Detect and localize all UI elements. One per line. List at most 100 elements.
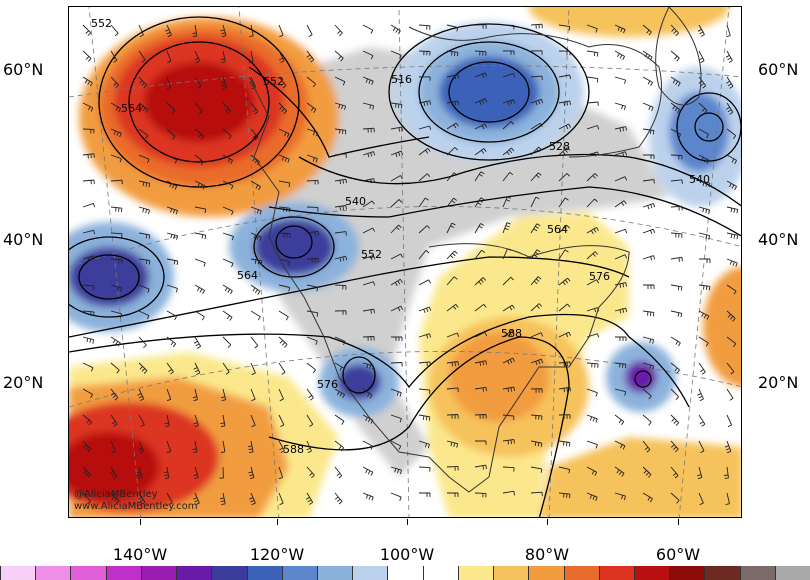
wind-barb: [558, 466, 571, 474]
wind-barb: [166, 76, 172, 90]
wind-barb: [220, 76, 228, 90]
wind-barb: [110, 102, 121, 113]
wind-barb: [586, 362, 599, 368]
wind-barb: [390, 175, 403, 182]
wind-barb: [697, 388, 704, 402]
wind-barb: [558, 440, 571, 447]
contour-label: 516: [391, 73, 412, 86]
longitude-label: 120°W: [249, 545, 305, 564]
wind-barb: [193, 414, 199, 428]
wind-barb: [82, 414, 92, 426]
wind-barb: [306, 230, 319, 236]
wind-barb: [82, 440, 91, 453]
wind-barb: [138, 336, 147, 349]
wind-barb: [642, 388, 652, 400]
wind-barb: [306, 336, 318, 345]
wind-barb: [82, 179, 95, 185]
colorbar-swatch: [457, 566, 494, 580]
wind-barb: [446, 332, 460, 338]
wind-barb: [362, 50, 374, 60]
wind-barb: [334, 205, 347, 211]
wind-barb: [530, 466, 543, 473]
wind-barb: [670, 102, 681, 114]
wind-barb: [530, 491, 543, 497]
colorbar-swatch: [598, 566, 634, 580]
wind-barb: [615, 336, 627, 341]
wind-barb: [502, 357, 516, 365]
colorbar-swatch: [35, 566, 71, 580]
wind-barb: [530, 332, 544, 338]
axis-tick: [140, 519, 141, 525]
wind-barb: [250, 258, 263, 265]
wind-barb: [530, 146, 542, 156]
wind-barb: [194, 232, 207, 240]
wind-barb: [586, 279, 599, 286]
wind-barb: [558, 414, 571, 419]
wind-barb: [390, 362, 403, 367]
wind-barb: [614, 362, 627, 369]
wind-barb: [222, 258, 234, 268]
wind-barb: [249, 50, 254, 63]
wind-barb: [278, 336, 288, 348]
wind-barb: [193, 336, 202, 349]
wind-barb: [250, 414, 256, 428]
wind-barb: [220, 24, 227, 38]
credit-handle: @AliciaMBentley: [74, 489, 158, 500]
wind-barb: [306, 50, 315, 63]
wind-barb: [474, 50, 487, 56]
wind-barb: [166, 128, 176, 140]
wind-barb: [334, 102, 347, 110]
wind-barb: [418, 197, 429, 208]
wind-barb: [250, 128, 259, 141]
wind-barb: [474, 492, 487, 498]
wind-barb: [474, 98, 488, 105]
wind-barb: [334, 231, 347, 236]
wind-barb: [698, 440, 705, 454]
wind-barb: [362, 102, 375, 110]
wind-barb: [558, 100, 572, 107]
wind-barb: [698, 128, 709, 139]
wind-barb: [558, 303, 571, 312]
latitude-label-left: 60°N: [3, 60, 44, 79]
wind-barb: [670, 76, 681, 87]
wind-barb: [334, 76, 346, 86]
wind-barb: [530, 196, 540, 208]
wind-barb: [530, 122, 543, 130]
wind-barb: [278, 154, 290, 163]
wind-barb: [530, 223, 541, 234]
wind-barb: [724, 440, 732, 454]
wind-barb: [698, 310, 710, 320]
wind-barb: [138, 232, 151, 239]
axis-tick: [277, 519, 278, 525]
wind-barb: [138, 128, 149, 139]
wind-barb: [614, 200, 627, 208]
wind-barb: [726, 102, 734, 115]
wind-barb: [418, 492, 431, 497]
wind-barb: [418, 333, 432, 339]
wind-barb: [558, 173, 571, 182]
wind-barb: [109, 466, 118, 479]
wind-barb: [558, 361, 571, 367]
wind-barb: [558, 224, 571, 234]
wind-barb: [220, 414, 226, 427]
wind-barb: [390, 414, 402, 423]
wind-barb: [334, 153, 347, 158]
wind-barb: [726, 206, 739, 214]
wind-barb: [390, 224, 402, 234]
wind-barb: [110, 258, 123, 264]
wind-barb: [474, 386, 487, 392]
colorbar-swatch: [246, 566, 282, 580]
wind-barb: [502, 466, 515, 472]
wind-barb: [726, 154, 737, 165]
contour-label: 576: [317, 378, 338, 391]
wind-barb: [698, 206, 711, 214]
wind-barb: [222, 284, 233, 295]
wind-barb: [194, 206, 207, 214]
colorbar-swatch: [281, 566, 317, 580]
wind-barb: [418, 50, 431, 56]
wind-barb: [222, 102, 231, 115]
wind-barb: [166, 284, 178, 293]
wind-barb: [306, 388, 314, 401]
wind-barb: [446, 122, 459, 130]
wind-barb: [502, 171, 514, 182]
